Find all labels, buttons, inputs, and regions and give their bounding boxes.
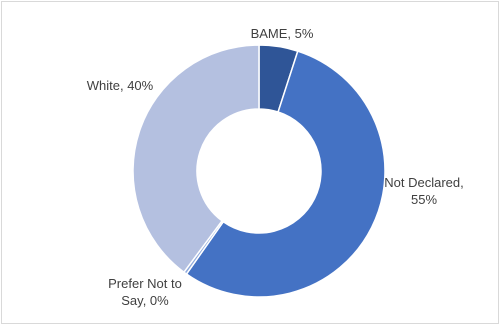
data-label-not-declared: Not Declared, 55% [384, 175, 463, 207]
data-label-prefer-not-to-say: Prefer Not to Say, 0% [108, 276, 182, 308]
data-labels: BAME, 5% Not Declared, 55% Prefer Not to Say… [87, 26, 464, 308]
data-label-bame: BAME, 5% [251, 26, 314, 41]
slice-not-declared [185, 50, 386, 298]
doughnut-slices [132, 44, 386, 298]
data-label-white: White, 40% [87, 78, 154, 93]
slice-white [132, 44, 260, 274]
